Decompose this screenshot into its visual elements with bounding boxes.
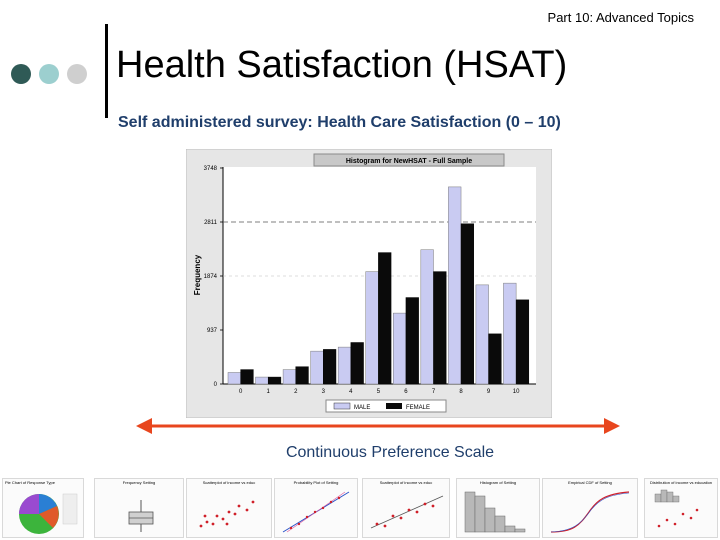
- x-tick-label: 6: [404, 389, 408, 395]
- legend-label-female: FEMALE: [406, 405, 430, 411]
- thumbnail-scatter-1: Scatterplot of income vs educ: [186, 478, 272, 538]
- bar-female-7: [433, 271, 447, 385]
- bar-female-6: [405, 297, 419, 385]
- thumbnail-title: Histogram of Setting: [479, 480, 517, 485]
- legend-label-male: MALE: [354, 405, 370, 411]
- thumbnail-title: Scatterplot of income vs educ: [379, 480, 433, 485]
- thumbnail-probability-plot: Probability Plot of Setting: [274, 478, 358, 538]
- bar-female-3: [323, 349, 337, 385]
- ecdf-thumb-icon: [550, 491, 630, 533]
- boxplot-thumb-icon: [128, 500, 154, 532]
- bar-male-0: [227, 372, 241, 385]
- y-tick-label: 937: [207, 328, 218, 334]
- bar-female-4: [350, 342, 364, 385]
- scatter-thumb-icon: [199, 500, 255, 528]
- double-arrow-icon: [136, 418, 620, 434]
- thumbnail-title: Distribution of income vs education: [649, 480, 713, 485]
- y-tick-label: 3748: [204, 166, 218, 172]
- marginal-thumb-icon: [654, 489, 699, 528]
- x-tick-label: 3: [322, 389, 326, 395]
- page-title: Health Satisfaction (HSAT): [116, 44, 568, 86]
- dot-teal-icon: [39, 64, 59, 84]
- thumbnail-boxplot: Frequency Setting: [94, 478, 184, 538]
- bar-male-8: [448, 186, 462, 385]
- legend-swatch-female: [386, 403, 402, 409]
- bar-female-10: [515, 299, 530, 385]
- chart-title: Histogram for NewHSAT - Full Sample: [346, 158, 472, 165]
- thumbnail-title: Probability Plot of Setting: [293, 480, 339, 485]
- x-tick-label: 0: [239, 389, 243, 395]
- bar-male-5: [365, 271, 379, 385]
- x-tick-label: 5: [377, 389, 381, 395]
- dot-dark-icon: [11, 64, 31, 84]
- x-tick-label: 10: [513, 389, 520, 395]
- probability-thumb-icon: [282, 491, 350, 533]
- histogram-thumb-icon: [464, 491, 526, 533]
- legend-swatch-male: [333, 402, 351, 410]
- bar-male-10: [503, 282, 517, 385]
- y-tick-label: 2811: [204, 220, 218, 226]
- bar-female-8: [460, 223, 474, 385]
- bar-male-7: [420, 249, 434, 385]
- bar-female-0: [240, 369, 254, 385]
- scale-label: Continuous Preference Scale: [285, 444, 495, 461]
- thumbnail-title: Scatterplot of income vs educ: [202, 480, 256, 485]
- scatter-trend-thumb-icon: [370, 495, 444, 529]
- bar-male-2: [282, 369, 297, 385]
- bar-female-2: [295, 366, 309, 385]
- thumbnail-histogram: Histogram of Setting: [456, 478, 540, 538]
- pie-thumb-icon: [19, 493, 78, 534]
- y-tick-label: 1874: [204, 274, 218, 280]
- thumbnail-title: Frequency Setting: [122, 480, 156, 485]
- thumbnail-marginal-plot: Distribution of income vs education: [644, 478, 718, 538]
- page-subtitle: Self administered survey: Health Care Sa…: [118, 114, 561, 131]
- bar-male-4: [337, 346, 352, 385]
- bar-male-6: [393, 312, 407, 385]
- thumbnail-title: Pie Chart of Response Type: [5, 480, 55, 485]
- x-tick-label: 8: [459, 389, 463, 395]
- bar-male-1: [255, 376, 269, 385]
- chart-title-bar: [313, 153, 505, 167]
- section-label: Part 10: Advanced Topics: [547, 10, 694, 25]
- x-tick-label: 4: [349, 389, 353, 395]
- thumbnail-strip: Pie Chart of Response Type Frequency Set…: [0, 474, 720, 540]
- thumbnail-title: Empirical CDF of Setting: [568, 480, 612, 485]
- bar-male-9: [475, 284, 489, 385]
- bar-female-1: [267, 376, 282, 385]
- bar-female-9: [488, 333, 502, 385]
- thumbnail-ecdf: Empirical CDF of Setting: [542, 478, 638, 538]
- thumbnail-pie-chart: Pie Chart of Response Type: [2, 478, 84, 538]
- x-tick-label: 9: [487, 389, 491, 395]
- dot-gray-icon: [67, 64, 87, 84]
- title-divider: [105, 24, 108, 118]
- x-tick-label: 7: [432, 389, 436, 395]
- y-axis-label: Frequency: [193, 254, 202, 295]
- x-tick-label: 2: [294, 389, 298, 395]
- bar-female-5: [378, 252, 392, 385]
- x-tick-label: 1: [267, 389, 271, 395]
- bar-male-3: [310, 350, 324, 385]
- thumbnail-scatter-2: Scatterplot of income vs educ: [362, 478, 450, 538]
- histogram-chart: Histogram for NewHSAT - Full Sample Freq…: [185, 148, 553, 419]
- y-tick-label: 0: [214, 382, 218, 388]
